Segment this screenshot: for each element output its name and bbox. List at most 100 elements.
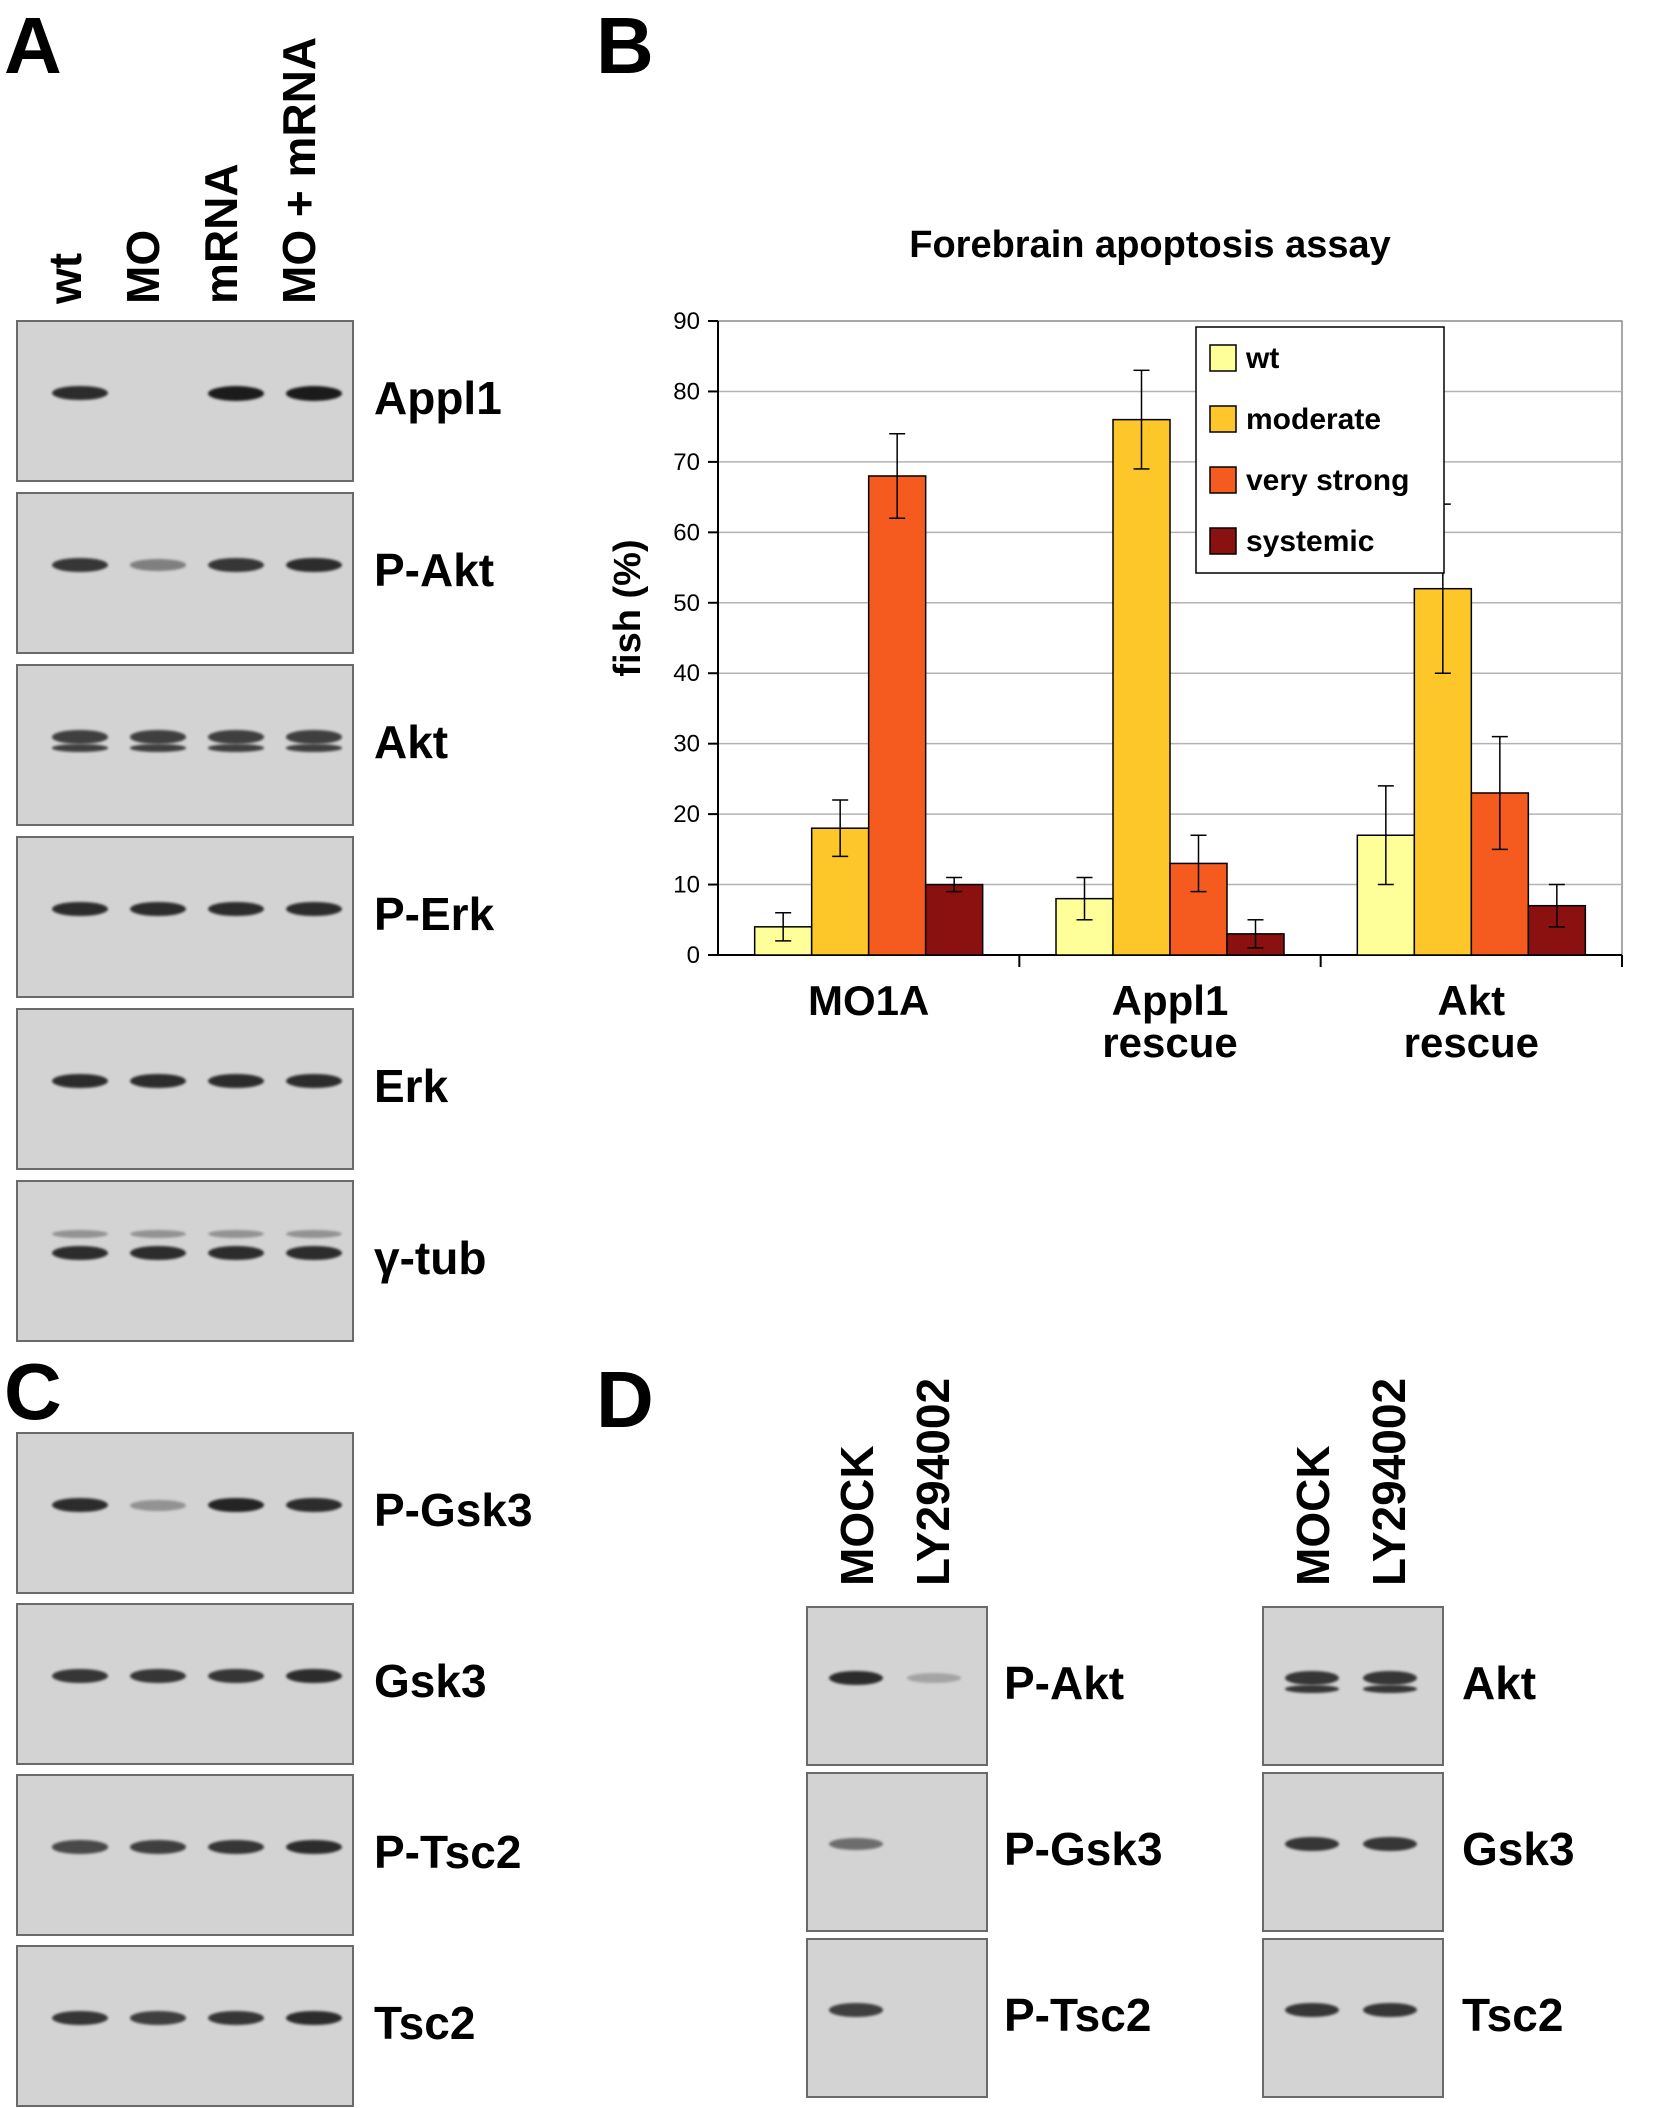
panel-a-blot-label: γ-tub: [374, 1232, 487, 1284]
panel-a-band: [130, 730, 186, 744]
panel-c-blot-label: P-Gsk3: [374, 1484, 533, 1536]
panel-d-left-blot-0: [806, 1606, 988, 1766]
panel-a-band-secondary: [130, 744, 186, 752]
panel-c-band: [286, 1497, 342, 1513]
panel-a-band: [52, 385, 108, 401]
category-label: Akt: [1437, 977, 1505, 1024]
bar-moderate: [1112, 418, 1171, 956]
panel-a-blot-0: [16, 320, 354, 482]
panel-a-band: [52, 1073, 108, 1089]
panel-d-left-blot-2: [806, 1938, 988, 2098]
panel-a-band-secondary: [208, 744, 264, 752]
bar-systemic: [924, 883, 984, 956]
legend-swatch: [1209, 466, 1237, 494]
panel-a-band: [52, 730, 108, 744]
panel-a-band-secondary: [52, 744, 108, 752]
y-tick-label: 70: [673, 449, 700, 476]
legend-label: very strong: [1246, 464, 1409, 497]
panel-c-band: [130, 1499, 186, 1511]
panel-a-band: [208, 558, 264, 573]
chart-title: Forebrain apoptosis assay: [909, 224, 1391, 266]
legend-swatch: [1209, 344, 1237, 372]
panel-d-left-blot-label: P-Akt: [1004, 1657, 1125, 1709]
panel-c-blot-0: [16, 1432, 354, 1594]
panel-a-band: [52, 558, 108, 573]
panel-c-band: [130, 2011, 186, 2025]
y-tick-label: 80: [673, 378, 700, 405]
legend-label: moderate: [1246, 403, 1381, 436]
panel-a-band: [130, 901, 186, 917]
forebrain-apoptosis-chart: Forebrain apoptosis assay 0 10 20 30 40 50 60 70…: [607, 224, 1623, 1065]
panel-d-right-band: [1363, 1671, 1417, 1686]
lane-label-mo: MO: [117, 229, 169, 304]
category-label: MO1A: [808, 977, 929, 1024]
panel-a-band: [52, 901, 108, 917]
panel-d-left-band: [829, 1838, 883, 1851]
legend-label: wt: [1245, 342, 1279, 375]
panel-a-blot-label: Akt: [374, 716, 449, 768]
panel-c-band: [130, 1840, 186, 1854]
panel-letter-d: D: [596, 1355, 654, 1444]
category-label: rescue: [1102, 1019, 1237, 1065]
panel-a-band: [208, 1073, 264, 1089]
y-tick-label: 0: [687, 942, 700, 969]
panel-d-left-band: [829, 2003, 883, 2018]
panel-d-right-band: [1285, 1837, 1339, 1852]
panel-d-left-band: [907, 1673, 961, 1684]
lane-label-mo-mrna: MO + mRNA: [273, 36, 325, 304]
panel-a-band: [286, 385, 342, 401]
y-tick-label: 50: [673, 590, 700, 617]
panel-a-blot-label: Erk: [374, 1060, 449, 1112]
panel-a-band: [208, 901, 264, 917]
panel-c-band: [208, 2011, 264, 2026]
panel-d-right-blot-label: Gsk3: [1462, 1823, 1575, 1875]
panel-a-blot-1: [16, 492, 354, 654]
panel-c-blot-2: [16, 1774, 354, 1936]
lane-label-wt: wt: [39, 252, 91, 304]
panel-c-blot-1: [16, 1603, 354, 1765]
panel-letter-b: B: [596, 1, 654, 90]
panel-d-right-blot-0: [1262, 1606, 1444, 1766]
panel-c-band: [52, 1840, 108, 1854]
panel-d-right-band: [1285, 1671, 1339, 1686]
panel-a-band-secondary: [130, 1229, 186, 1238]
panel-d-right-band: [1363, 2003, 1417, 2018]
legend-swatch: [1209, 527, 1237, 555]
panel-d-right-blot-1: [1262, 1772, 1444, 1932]
panel-a-band-secondary: [286, 744, 342, 752]
panel-c-band: [286, 2010, 342, 2026]
panel-c-blot-label: Gsk3: [374, 1655, 487, 1707]
legend-label: systemic: [1246, 525, 1374, 558]
panel-a-blot-5: [16, 1180, 354, 1342]
panel-d-right-band-secondary: [1363, 1685, 1417, 1693]
bar-very-strong: [867, 475, 927, 956]
lane-label-mock-left: MOCK: [831, 1445, 883, 1586]
panel-a-blot-2: [16, 664, 354, 826]
panel-c-band: [286, 1668, 342, 1684]
lane-label-ly-left: LY294002: [907, 1377, 959, 1586]
panel-d-left-band: [829, 1671, 883, 1686]
panel-c-band: [208, 1669, 264, 1684]
panel-a-band: [286, 1245, 342, 1261]
panel-d-right-blot-label: Tsc2: [1462, 1989, 1564, 2041]
panel-c-band: [52, 2011, 108, 2026]
panel-d-right-blot-2: [1262, 1938, 1444, 2098]
y-tick-label: 40: [673, 660, 700, 687]
panel-c-band: [208, 1840, 264, 1855]
panel-a-band: [52, 1245, 108, 1261]
panel-c-band: [52, 1497, 108, 1513]
panel-c-band: [130, 1669, 186, 1684]
panel-a-band-secondary: [208, 1229, 264, 1238]
panel-c-blot-label: Tsc2: [374, 1997, 476, 2049]
panel-a-blot-3: [16, 836, 354, 998]
panel-d-right-band-secondary: [1285, 1685, 1339, 1693]
lane-label-mock-right: MOCK: [1287, 1445, 1339, 1586]
panel-a-band: [130, 1245, 186, 1261]
panel-d-right-band: [1363, 1837, 1417, 1852]
panel-a-band-secondary: [286, 1229, 342, 1238]
panel-c-band: [208, 1497, 264, 1513]
legend-swatch: [1209, 405, 1237, 433]
panel-a-band: [286, 1073, 342, 1089]
y-tick-label: 20: [673, 801, 700, 828]
panel-a-blot-label: Appl1: [374, 372, 502, 424]
